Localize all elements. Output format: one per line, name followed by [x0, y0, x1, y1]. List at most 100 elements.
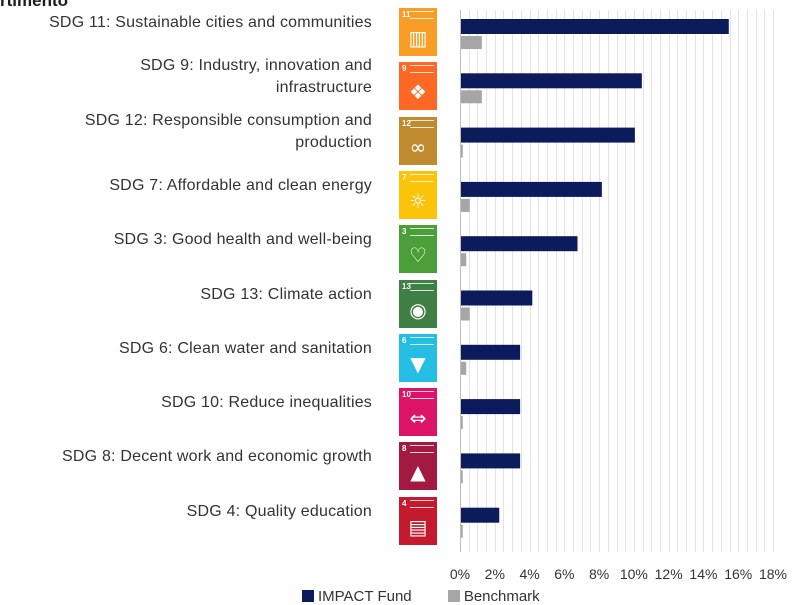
sdg-glyph: ❖	[409, 80, 427, 105]
legend-swatch-impact-fund	[302, 590, 314, 602]
category-label-line: SDG 8: Decent work and economic growth	[62, 448, 372, 466]
benchmark-bar-1	[461, 36, 482, 49]
chart-title: rtimento	[0, 0, 68, 10]
category-label-line: SDG 3: Good health and well-being	[113, 231, 372, 249]
sdg-number: 7	[402, 172, 407, 182]
benchmark-bar-4	[461, 198, 470, 212]
category-label: SDG 12: Responsible consumption and produ…	[12, 110, 372, 154]
x-tick-label: 18%	[759, 566, 787, 582]
open-book-icon: 4 ▤	[399, 496, 437, 545]
sdg-number: 3	[402, 227, 407, 237]
sdg-glyph: ▼	[410, 351, 426, 376]
category-label: SDG 10: Reduce inequalities	[12, 392, 372, 414]
sdg-number: 12	[402, 118, 411, 128]
sdg-caption-lines	[410, 228, 434, 237]
benchmark-bar-2	[461, 90, 482, 104]
sdg-glyph: ▲	[410, 460, 426, 485]
sdg-number: 6	[402, 335, 407, 345]
category-label-line: SDG 10: Reduce inequalities	[161, 394, 372, 412]
sdg-number: 10	[402, 390, 411, 400]
category-label: SDG 9: Industry, innovation and infrastru…	[12, 55, 372, 99]
sdg-caption-lines	[410, 11, 434, 19]
sdg-caption-lines	[410, 445, 434, 454]
category-label: SDG 13: Climate action	[12, 284, 372, 306]
category-label-line: infrastructure	[275, 79, 372, 97]
cubes-infrastructure-icon: 9 ❖	[399, 62, 437, 111]
x-tick-label: 2%	[485, 566, 505, 582]
sdg-number: 11	[402, 10, 411, 19]
growth-chart-icon: 8 ▲	[399, 442, 437, 491]
category-label-line: SDG 6: Clean water and sanitation	[119, 339, 372, 357]
category-label: SDG 3: Good health and well-being	[12, 229, 372, 251]
benchmark-bar-6	[461, 307, 470, 321]
x-tick-label: 4%	[519, 566, 539, 582]
sdg-glyph: ⇔	[409, 406, 427, 431]
infinity-loop-icon: 12 ∞	[399, 116, 437, 165]
benchmark-bar-7	[461, 361, 467, 375]
impact-fund-bar-9	[461, 453, 521, 469]
category-label-line: SDG 9: Industry, innovation and	[140, 57, 372, 75]
water-glass-icon: 6 ▼	[399, 333, 437, 382]
sdg-glyph: ♡	[409, 243, 427, 268]
x-tick-label: 8%	[589, 566, 609, 582]
sdg-glyph: ☼	[409, 188, 427, 213]
sdg-caption-lines	[410, 282, 434, 291]
sdg-caption-lines	[410, 499, 434, 508]
heartbeat-icon: 3 ♡	[399, 225, 437, 274]
benchmark-bar-10	[461, 524, 463, 538]
sdg-number: 9	[402, 64, 407, 74]
benchmark-bar-5	[461, 253, 467, 267]
legend-item-impact-fund: IMPACT Fund	[302, 588, 412, 605]
legend-swatch-benchmark	[447, 590, 460, 602]
category-label: SDG 6: Clean water and sanitation	[12, 338, 372, 360]
category-label-line: SDG 12: Responsible consumption and	[84, 111, 372, 129]
eye-globe-icon: 13 ◉	[399, 279, 437, 328]
impact-fund-bar-10	[461, 507, 500, 523]
x-tick-label: 0%	[450, 566, 470, 582]
legend-label-impact-fund: IMPACT Fund	[318, 588, 412, 605]
x-tick-label: 12%	[655, 566, 683, 582]
impact-fund-bar-2	[461, 73, 642, 89]
category-label-line: SDG 11: Sustainable cities and communiti…	[49, 14, 372, 31]
sdg-number: 4	[402, 498, 407, 508]
impact-fund-bar-4	[461, 181, 602, 197]
category-label-line: SDG 7: Affordable and clean energy	[109, 176, 372, 194]
impact-fund-bar-5	[461, 236, 578, 252]
benchmark-bar-8	[461, 416, 463, 430]
equality-arrows-icon: 10 ⇔	[399, 388, 437, 437]
sdg-caption-lines	[410, 65, 434, 74]
category-label-line: SDG 13: Climate action	[200, 285, 372, 303]
category-label: SDG 11: Sustainable cities and communiti…	[12, 12, 372, 34]
impact-fund-bar-7	[461, 344, 521, 360]
legend-label-benchmark: Benchmark	[463, 588, 540, 605]
sdg-glyph: ∞	[409, 134, 427, 159]
category-label-line: SDG 4: Quality education	[186, 502, 372, 520]
sdg-glyph: ▤	[408, 514, 428, 539]
impact-fund-bar-6	[461, 290, 533, 306]
x-tick-label: 16%	[724, 566, 752, 582]
sdg-caption-lines	[410, 391, 434, 400]
x-tick-label: 14%	[689, 566, 717, 582]
impact-fund-bar-3	[461, 127, 635, 143]
sdg-caption-lines	[410, 173, 434, 182]
category-label: SDG 8: Decent work and economic growth	[12, 446, 372, 468]
category-label-line: production	[295, 133, 372, 151]
sdg-glyph: ▥	[408, 26, 428, 50]
sdg-number: 13	[402, 281, 411, 291]
sdg-caption-lines	[410, 119, 434, 128]
benchmark-bar-3	[461, 144, 463, 158]
benchmark-bar-9	[461, 470, 463, 484]
impact-fund-bar-8	[461, 399, 521, 415]
city-buildings-icon: 11 ▥	[399, 8, 437, 56]
sdg-glyph: ◉	[409, 297, 427, 322]
x-tick-label: 6%	[554, 566, 574, 582]
category-label: SDG 4: Quality education	[12, 501, 372, 523]
sdg-number: 8	[402, 444, 407, 454]
impact-fund-bar-1	[461, 19, 729, 34]
x-tick-label: 10%	[620, 566, 648, 582]
legend-item-benchmark: Benchmark	[447, 588, 540, 605]
legend: IMPACT Fund Benchmark	[302, 588, 572, 605]
sdg-caption-lines	[410, 336, 434, 345]
sun-power-icon: 7 ☼	[399, 170, 437, 219]
